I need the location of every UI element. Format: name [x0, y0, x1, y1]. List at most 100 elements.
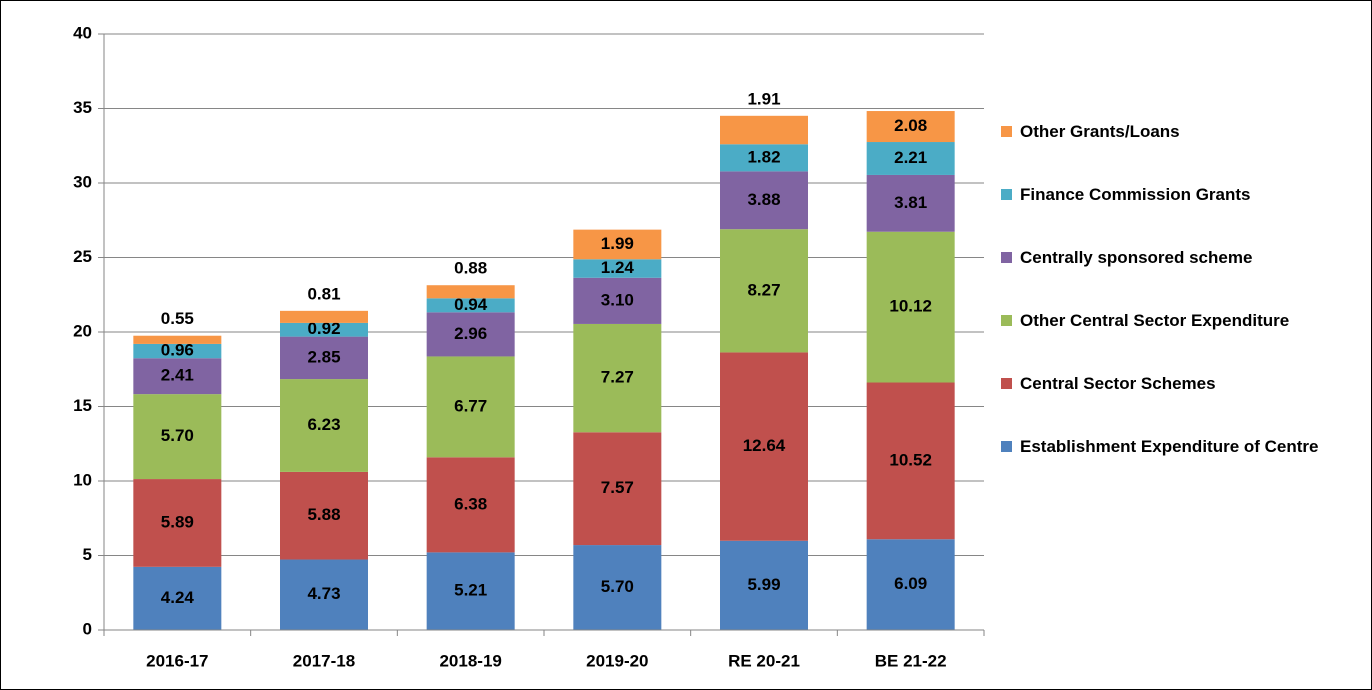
- bar-segment: [426, 552, 515, 630]
- data-label: 0.92: [307, 319, 340, 338]
- bar-segment: [720, 171, 808, 230]
- bar-segment: [573, 545, 662, 630]
- bar-segment: [866, 382, 955, 540]
- x-tick-label: BE 21-22: [875, 651, 947, 670]
- data-label: 5.70: [601, 577, 634, 596]
- y-tick-label: 10: [73, 470, 92, 489]
- chart: 0 5 10 15 20 25 30 35 40 2016-17 4.24 5.89 5.70 2.41 0…: [73, 23, 985, 670]
- bar-segment: [133, 566, 222, 630]
- legend-swatch: [1001, 441, 1012, 452]
- legend-label: Centrally sponsored scheme: [1020, 248, 1253, 267]
- legend-item: Establishment Expenditure of Centre: [1001, 432, 1346, 495]
- legend-item: Finance Commission Grants: [1001, 180, 1346, 243]
- bar-segment: [280, 471, 368, 560]
- y-tick-label: 30: [73, 172, 92, 191]
- legend-label: Finance Commission Grants: [1020, 185, 1251, 204]
- data-label: 12.64: [743, 436, 786, 455]
- y-tick-label: 0: [83, 619, 92, 638]
- data-label: 10.52: [889, 450, 932, 469]
- data-label: 5.88: [307, 505, 340, 524]
- bar-segment: [426, 285, 515, 299]
- bar-segment: [866, 142, 955, 175]
- bar-segment: [720, 540, 808, 630]
- bar-segment: [573, 229, 662, 260]
- data-label: 3.88: [747, 190, 780, 209]
- y-tick-label: 20: [73, 321, 92, 340]
- data-label: 2.21: [894, 148, 927, 167]
- data-label: 3.10: [601, 290, 634, 309]
- data-label: 3.81: [894, 193, 927, 212]
- bar-segment: [720, 144, 808, 172]
- legend-swatch: [1001, 189, 1012, 200]
- bar-segment: [720, 229, 808, 353]
- data-label: 1.24: [601, 258, 635, 277]
- data-label: 0.88: [454, 259, 487, 278]
- data-label: 2.85: [307, 347, 340, 366]
- bar-segment: [133, 343, 222, 359]
- bar-segment: [866, 539, 955, 630]
- data-label: 0.96: [161, 341, 194, 360]
- data-label: 2.41: [161, 366, 194, 385]
- bar-segment: [720, 115, 808, 145]
- data-label: 8.27: [747, 280, 780, 299]
- bar-segment: [133, 335, 222, 344]
- bar-segment: [133, 358, 222, 395]
- bar-segment: [866, 111, 955, 143]
- bar-segment: [426, 298, 515, 313]
- legend: Other Grants/Loans Finance Commission Gra…: [1001, 117, 1346, 495]
- legend-swatch: [1001, 378, 1012, 389]
- bar-segment: [573, 277, 662, 324]
- bar-segment: [573, 259, 662, 278]
- y-tick-label: 25: [73, 247, 92, 266]
- bar-segment: [866, 174, 955, 232]
- data-label: 5.70: [161, 426, 194, 445]
- bar-segment: [133, 479, 222, 567]
- y-tick-label: 15: [73, 396, 92, 415]
- legend-item: Other Central Sector Expenditure: [1001, 306, 1346, 369]
- bar-segment: [426, 356, 515, 458]
- y-tick-label: 35: [73, 98, 92, 117]
- data-label: 0.94: [454, 295, 488, 314]
- legend-item: Centrally sponsored scheme: [1001, 243, 1346, 306]
- data-label: 1.99: [601, 234, 634, 253]
- legend-label: Other Grants/Loans: [1020, 122, 1180, 141]
- bar-segment: [280, 310, 368, 323]
- bar-segment: [280, 322, 368, 337]
- bar-segment: [573, 323, 662, 433]
- legend-swatch: [1001, 252, 1012, 263]
- data-label: 5.21: [454, 581, 487, 600]
- data-label: 10.12: [889, 297, 932, 316]
- x-tick-label: 2016-17: [146, 651, 208, 670]
- data-label: 5.99: [747, 575, 780, 594]
- data-label: 2.08: [894, 116, 927, 135]
- legend-label: Establishment Expenditure of Centre: [1020, 437, 1319, 456]
- legend-label: Central Sector Schemes: [1020, 374, 1216, 393]
- x-tick-label: 2019-20: [586, 651, 648, 670]
- bar-segment: [426, 312, 515, 357]
- x-tick-label: RE 20-21: [728, 651, 800, 670]
- x-tick-label: 2017-18: [293, 651, 355, 670]
- data-label: 7.57: [601, 478, 634, 497]
- bar-segment: [573, 432, 662, 546]
- data-label: 1.82: [747, 147, 780, 166]
- bar-segment: [280, 559, 368, 630]
- data-label: 0.81: [307, 284, 340, 303]
- legend-swatch: [1001, 126, 1012, 137]
- data-label: 2.96: [454, 324, 487, 343]
- bar-segment: [866, 231, 955, 383]
- data-label: 6.38: [454, 494, 487, 513]
- bar-segment: [426, 457, 515, 553]
- x-tick-label: 2018-19: [439, 651, 501, 670]
- data-label: 4.73: [307, 584, 340, 603]
- data-label: 1.91: [747, 89, 780, 108]
- legend-label: Other Central Sector Expenditure: [1020, 311, 1290, 330]
- legend-item: Central Sector Schemes: [1001, 369, 1346, 432]
- bar-segment: [720, 352, 808, 541]
- y-tick-label: 40: [73, 23, 92, 42]
- data-label: 4.24: [161, 588, 195, 607]
- y-tick-label: 5: [83, 545, 92, 564]
- bar-segment: [280, 336, 368, 380]
- data-label: 7.27: [601, 368, 634, 387]
- legend-swatch: [1001, 315, 1012, 326]
